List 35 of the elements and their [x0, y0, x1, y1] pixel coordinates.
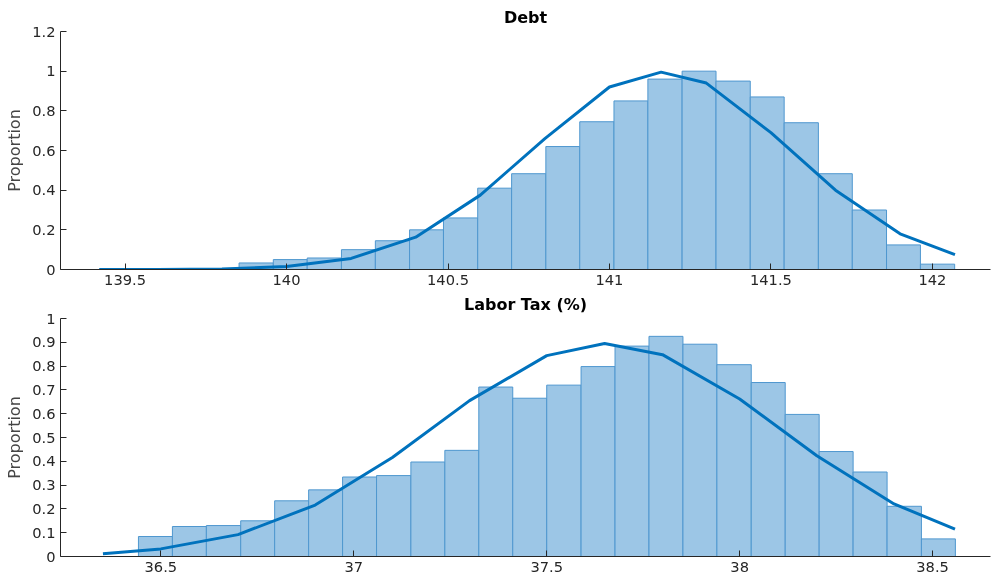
- line-series: [97, 70, 957, 270]
- x-tick-label: 142: [918, 270, 947, 288]
- x-tick-label: 37.5: [530, 557, 564, 575]
- x-tick-label: 140.5: [427, 270, 469, 288]
- chart-title: Debt: [503, 7, 548, 27]
- y-tick-label: 0.6: [32, 404, 56, 422]
- y-tick-label: 0.3: [32, 476, 56, 494]
- y-tick-label: 0: [46, 260, 56, 278]
- y-tick-label: 1: [46, 62, 56, 80]
- x-tick-label: 38: [730, 557, 749, 575]
- y-tick-label: 0.5: [32, 428, 56, 446]
- y-tick-label: 0.8: [32, 357, 56, 375]
- y-tick-label: 0.7: [32, 380, 56, 398]
- y-tick-label: 0.4: [32, 452, 56, 470]
- y-tick-label: 0.9: [32, 333, 56, 351]
- y-tick-label: 0.2: [32, 220, 56, 238]
- y-tick-label: 0.2: [32, 499, 56, 517]
- x-tick-label: 139.5: [104, 270, 147, 288]
- y-tick-label: 0: [46, 547, 56, 565]
- x-tick-label: 140: [272, 270, 301, 288]
- y-tick-label: 1: [46, 309, 56, 327]
- y-tick-label: 0.1: [32, 523, 56, 541]
- y-tick-label: 1.2: [32, 22, 56, 40]
- x-tick-label: 37: [344, 557, 364, 575]
- y-axis-title: Proportion: [5, 396, 25, 479]
- y-axis-title: Proportion: [5, 109, 25, 192]
- chart-title: Labor Tax (%): [463, 294, 588, 314]
- y-tick-label: 0.6: [32, 141, 56, 159]
- x-tick-label: 36.5: [144, 557, 178, 575]
- y-tick-label: 0.8: [32, 101, 56, 119]
- x-tick-label: 141.5: [749, 270, 792, 288]
- y-tick-label: 0.4: [32, 181, 56, 199]
- line-series: [101, 341, 957, 556]
- x-tick-label: 141: [595, 270, 624, 288]
- x-tick-label: 38.5: [916, 557, 949, 575]
